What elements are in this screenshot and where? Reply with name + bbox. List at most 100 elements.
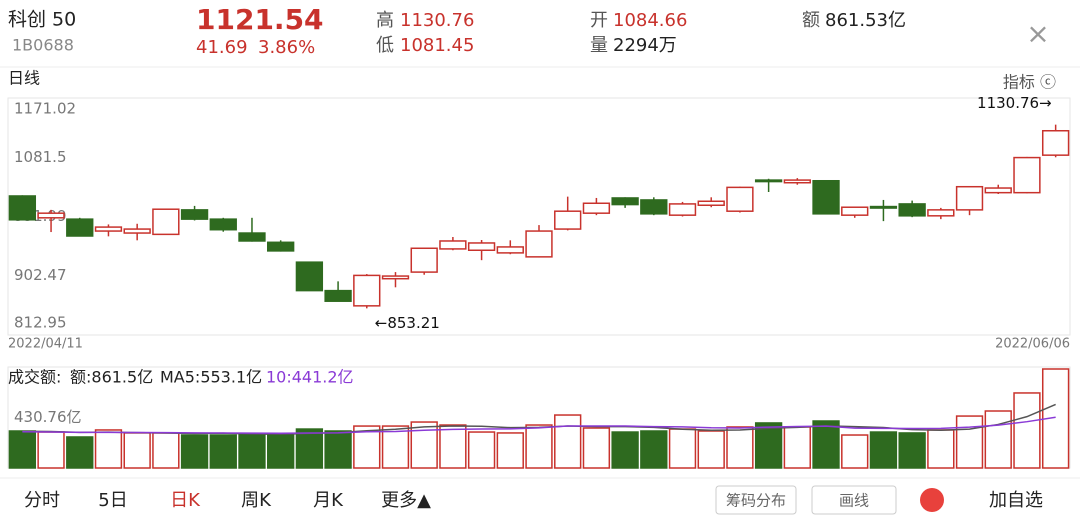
volume-bar xyxy=(582,427,611,469)
period-tab[interactable]: 更多▲ xyxy=(381,490,431,511)
volume-bar xyxy=(812,420,840,469)
volume-title: 成交额: xyxy=(8,368,61,387)
candle-body xyxy=(955,185,984,211)
stock-name: 科创 50 xyxy=(8,9,76,31)
annotation: 1130.76→ xyxy=(977,94,1052,112)
volume-bar xyxy=(898,432,926,469)
high-label: 高 xyxy=(376,10,394,31)
y-tick-label: 1171.02 xyxy=(14,100,76,118)
stock-code: 1B0688 xyxy=(12,36,74,55)
candle-body xyxy=(869,205,898,209)
candle-body xyxy=(410,247,438,273)
candle-body xyxy=(324,289,352,302)
volume-bar xyxy=(525,424,553,469)
amount: 861.53亿 xyxy=(825,10,906,31)
y-tick-label: 1081.5 xyxy=(14,148,67,166)
volume-bar xyxy=(238,433,266,469)
volume-bar xyxy=(94,429,123,469)
candle-body xyxy=(640,199,668,215)
candle-body xyxy=(783,179,811,184)
volume-bar xyxy=(869,431,898,469)
candle-body xyxy=(295,261,324,292)
low: 1081.45 xyxy=(400,35,474,56)
volume-bar xyxy=(381,425,410,469)
draw-button[interactable]: 画线 xyxy=(839,492,869,510)
x-tick-label: 2022/04/11 xyxy=(8,337,83,352)
open-label: 开 xyxy=(590,10,608,31)
volume-label: 量 xyxy=(590,35,608,56)
y-tick-label: 902.47 xyxy=(14,266,67,284)
volume-bar xyxy=(8,430,37,469)
y-tick-label: 430.76亿 xyxy=(14,408,82,426)
candle-body xyxy=(8,195,37,221)
candle-body xyxy=(554,210,582,230)
period-tab[interactable]: 日K xyxy=(170,490,201,511)
candle-body xyxy=(496,246,524,254)
volume-bar xyxy=(209,434,237,469)
candle-body xyxy=(353,274,381,307)
chip-button-frame xyxy=(715,485,797,515)
change-pct: 3.86% xyxy=(258,37,315,58)
candle-body xyxy=(180,209,209,220)
ma-line xyxy=(22,416,1056,435)
volume-bar xyxy=(726,426,754,469)
y-tick-label: 812.95 xyxy=(14,314,67,332)
legend-ma10: 10:441.2亿 xyxy=(266,368,354,387)
chip-button[interactable]: 筹码分布 xyxy=(726,492,786,510)
candle-body xyxy=(927,209,955,217)
candle-body xyxy=(467,242,496,251)
amount-label: 额 xyxy=(802,10,820,31)
candle-body xyxy=(898,203,926,217)
record-button[interactable] xyxy=(920,488,944,512)
candle-body xyxy=(209,218,237,231)
legend-ma5: MA5:553.1亿 xyxy=(160,368,262,387)
volume: 2294万 xyxy=(613,35,677,56)
candle-body xyxy=(841,206,869,216)
candle-body xyxy=(525,230,553,258)
price-frame xyxy=(7,97,1071,336)
candle-body xyxy=(697,200,725,206)
draw-button-frame xyxy=(811,485,897,515)
volume-bar xyxy=(180,434,209,469)
period-tab[interactable]: 周K xyxy=(241,490,272,511)
add-watchlist[interactable]: 加自选 xyxy=(989,490,1043,511)
candle-body xyxy=(1013,156,1041,194)
candle-body xyxy=(582,202,611,214)
candle-body xyxy=(66,218,94,237)
volume-bar xyxy=(353,425,381,469)
candle-body xyxy=(267,241,295,252)
candle-body xyxy=(381,275,410,280)
volume-bar xyxy=(123,432,151,469)
period-tab[interactable]: 月K xyxy=(313,490,344,511)
x-tick-label: 2022/06/06 xyxy=(995,337,1070,352)
period-tab[interactable]: 5日 xyxy=(98,490,127,511)
period-tab[interactable]: 分时 xyxy=(24,490,60,511)
candle-body xyxy=(984,187,1012,194)
volume-bar xyxy=(295,428,324,469)
volume-bar xyxy=(467,431,496,469)
volume-bar xyxy=(927,429,955,469)
close-button[interactable]: × xyxy=(1026,17,1049,50)
volume-bar xyxy=(66,436,94,469)
candle-body xyxy=(152,208,180,236)
price: 1121.54 xyxy=(196,3,324,36)
period-label: 日线 xyxy=(8,69,40,88)
candle-body xyxy=(812,179,840,215)
indicator-button[interactable]: 指标 ⓒ xyxy=(1003,73,1056,92)
low-label: 低 xyxy=(376,35,394,56)
candle-body xyxy=(439,240,467,250)
candle-body xyxy=(1041,129,1070,156)
volume-bar xyxy=(955,415,984,469)
candle-body xyxy=(668,203,697,216)
change: 41.69 xyxy=(196,37,248,58)
volume-bar xyxy=(410,421,438,469)
volume-bar xyxy=(668,428,697,469)
volume-bar xyxy=(611,431,639,469)
annotation: ←853.21 xyxy=(375,314,440,332)
volume-bar xyxy=(496,432,524,469)
high: 1130.76 xyxy=(400,10,474,31)
volume-bar xyxy=(554,414,582,469)
volume-bar xyxy=(152,432,180,469)
volume-bar xyxy=(640,430,668,469)
